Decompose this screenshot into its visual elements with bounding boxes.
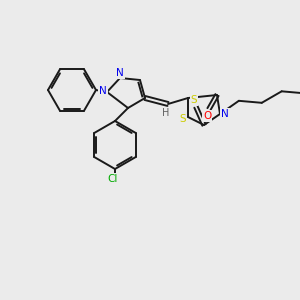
Text: N: N [99,86,107,96]
Text: Cl: Cl [108,174,118,184]
Text: H: H [162,108,170,118]
Text: S: S [180,114,186,124]
Text: O: O [203,111,211,121]
Text: N: N [221,109,229,119]
Text: N: N [116,68,124,78]
Text: S: S [191,95,197,105]
